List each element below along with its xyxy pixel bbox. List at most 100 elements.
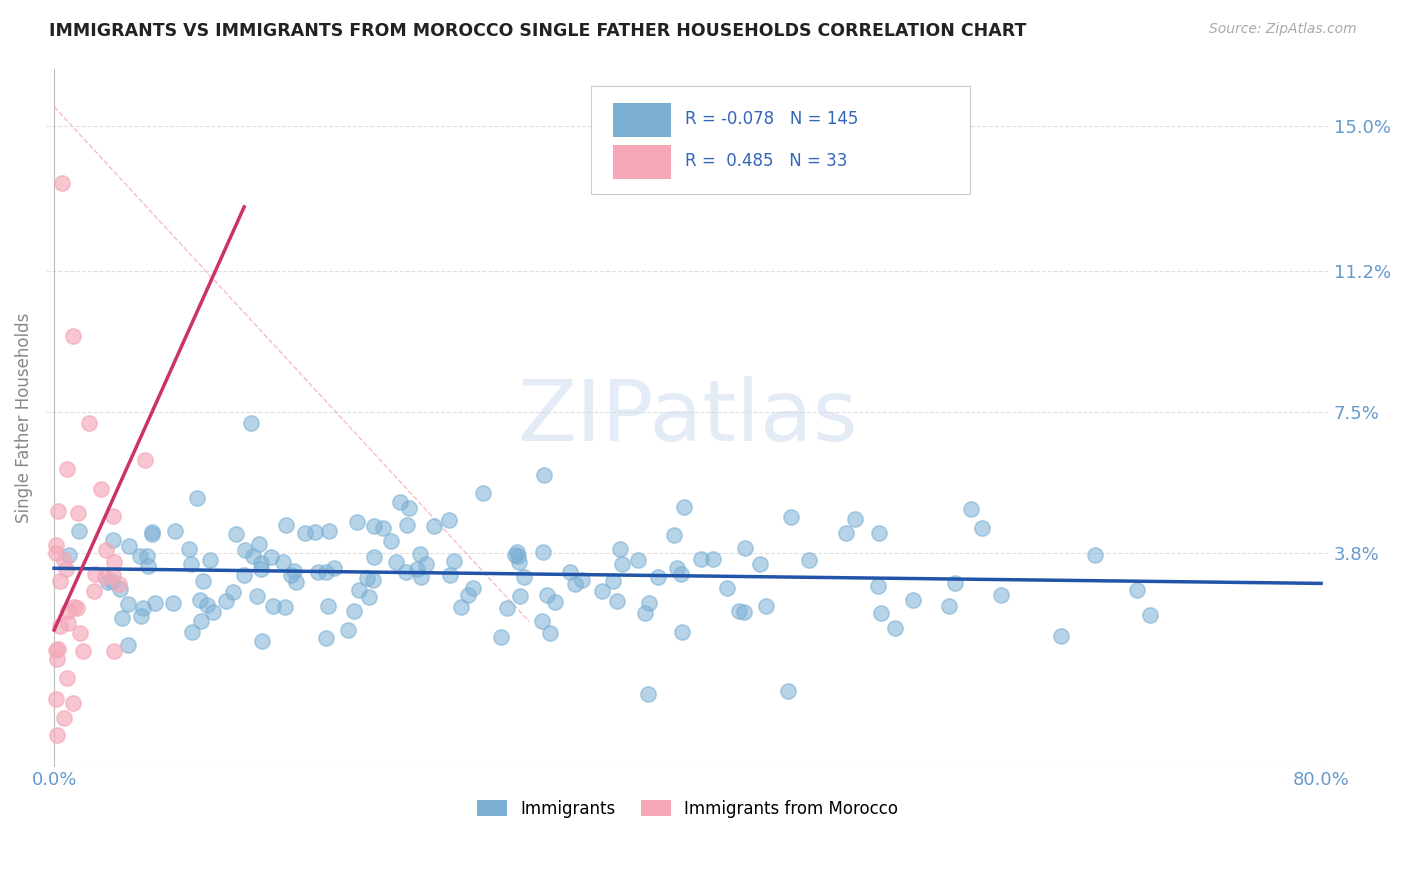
Point: [129, 549, 152, 563]
Point: [131, 600, 153, 615]
Point: [141, 524, 163, 539]
Point: [780, 509, 803, 524]
Point: [202, 606, 225, 620]
Point: [45, 692, 67, 706]
Point: [186, 491, 208, 505]
Point: [361, 573, 384, 587]
Point: [45, 546, 67, 560]
Point: [62, 328, 84, 343]
Point: [90, 482, 112, 496]
Point: [637, 596, 659, 610]
Point: [250, 633, 273, 648]
Point: [423, 519, 446, 533]
Point: [285, 574, 308, 589]
Point: [101, 508, 124, 523]
Point: [271, 555, 294, 569]
Point: [97, 575, 120, 590]
Point: [58, 616, 80, 631]
Point: [273, 599, 295, 614]
Point: [533, 468, 555, 483]
Point: [406, 562, 429, 576]
Point: [509, 589, 531, 603]
Point: [503, 548, 526, 562]
Point: [409, 547, 432, 561]
Point: [46, 652, 69, 666]
Point: [131, 609, 153, 624]
Point: [363, 550, 385, 565]
Point: [51, 176, 73, 190]
Point: [180, 624, 202, 639]
Point: [46, 504, 69, 518]
Point: [384, 555, 406, 569]
Point: [117, 638, 139, 652]
Point: [359, 590, 381, 604]
Point: [388, 494, 411, 508]
Point: [868, 579, 890, 593]
Point: [58, 548, 80, 562]
Text: Source: ZipAtlas.com: Source: ZipAtlas.com: [1209, 22, 1357, 37]
Point: [336, 623, 359, 637]
Point: [83, 583, 105, 598]
Point: [536, 588, 558, 602]
Point: [283, 564, 305, 578]
Point: [506, 544, 529, 558]
Point: [262, 599, 284, 613]
Y-axis label: Single Father Households: Single Father Households: [15, 312, 32, 523]
Point: [111, 610, 134, 624]
Point: [77, 417, 100, 431]
Point: [990, 588, 1012, 602]
Point: [94, 570, 117, 584]
Point: [48, 619, 70, 633]
Point: [513, 570, 536, 584]
Point: [457, 588, 479, 602]
Point: [938, 599, 960, 613]
Point: [343, 604, 366, 618]
Point: [108, 582, 131, 596]
Point: [225, 527, 247, 541]
Point: [544, 595, 567, 609]
Point: [560, 565, 582, 579]
Point: [316, 599, 339, 613]
Point: [55, 561, 77, 575]
FancyBboxPatch shape: [613, 103, 671, 137]
Point: [280, 568, 302, 582]
Point: [143, 596, 166, 610]
Point: [363, 519, 385, 533]
Point: [356, 571, 378, 585]
Point: [1050, 629, 1073, 643]
Point: [564, 576, 586, 591]
Point: [870, 607, 893, 621]
Point: [322, 561, 344, 575]
Point: [689, 552, 711, 566]
Point: [778, 684, 800, 698]
Point: [346, 515, 368, 529]
Point: [884, 621, 907, 635]
Point: [276, 517, 298, 532]
Point: [101, 533, 124, 547]
Point: [46, 728, 69, 742]
Point: [606, 594, 628, 608]
Point: [195, 598, 218, 612]
Point: [799, 553, 821, 567]
Point: [1084, 548, 1107, 562]
Point: [190, 614, 212, 628]
Point: [215, 594, 238, 608]
Point: [200, 552, 222, 566]
Point: [118, 540, 141, 554]
Point: [250, 556, 273, 570]
Point: [69, 625, 91, 640]
Point: [716, 581, 738, 595]
Point: [461, 581, 484, 595]
Point: [647, 570, 669, 584]
Point: [395, 518, 418, 533]
Point: [191, 574, 214, 588]
Point: [222, 585, 245, 599]
Point: [591, 583, 613, 598]
Point: [55, 462, 77, 476]
Point: [56, 604, 79, 618]
Point: [662, 528, 685, 542]
Point: [755, 599, 778, 613]
Point: [538, 626, 561, 640]
Legend: Immigrants, Immigrants from Morocco: Immigrants, Immigrants from Morocco: [471, 793, 904, 824]
Text: R = -0.078   N = 145: R = -0.078 N = 145: [685, 110, 859, 128]
